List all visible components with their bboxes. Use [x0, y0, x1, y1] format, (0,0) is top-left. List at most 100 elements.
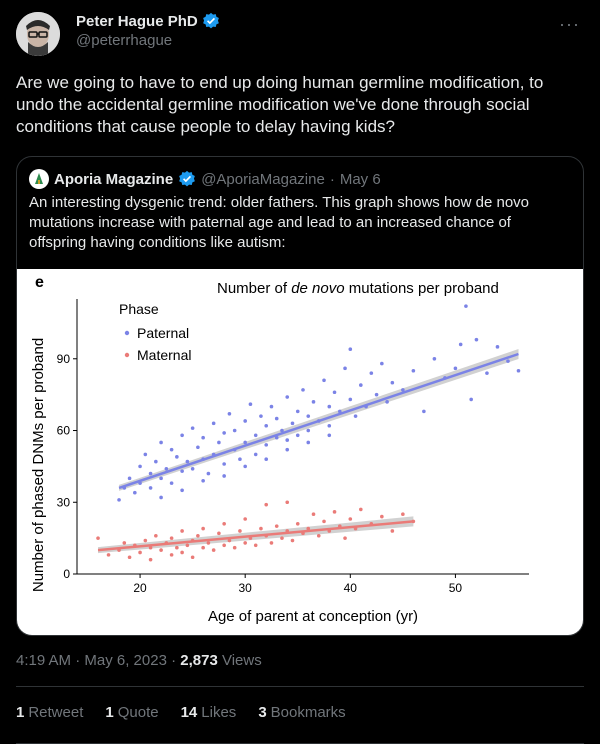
data-point-paternal	[148, 486, 153, 490]
data-point-maternal	[185, 543, 190, 548]
data-point-paternal	[469, 397, 473, 402]
trend-line-paternal	[118, 352, 519, 490]
data-point-paternal	[295, 409, 300, 414]
data-point-maternal	[222, 521, 226, 526]
data-point-maternal	[316, 533, 321, 538]
data-point-maternal	[332, 510, 337, 514]
data-point-paternal	[359, 383, 363, 387]
author-avatar[interactable]	[16, 12, 60, 56]
timestamp-text[interactable]: 4:19 AM · May 6, 2023 ·	[16, 652, 177, 669]
legend-label-paternal: Paternal	[137, 325, 189, 341]
tweet-timestamp[interactable]: 4:19 AM · May 6, 2023 · 2,873 Views	[16, 652, 262, 669]
data-point-maternal	[201, 545, 205, 550]
data-point-paternal	[180, 469, 184, 473]
data-point-paternal	[348, 347, 353, 352]
data-point-maternal	[322, 519, 326, 524]
views-label: Views	[221, 652, 262, 669]
data-point-paternal	[264, 423, 269, 428]
data-point-paternal	[458, 342, 463, 347]
data-point-paternal	[211, 421, 216, 426]
data-point-paternal	[238, 457, 242, 462]
data-point-maternal	[138, 550, 142, 555]
data-point-paternal	[180, 433, 184, 438]
retweets-label[interactable]: Retweet	[28, 704, 84, 721]
y-tick-label: 90	[57, 352, 71, 366]
quoted-author-name[interactable]: Aporia Magazine	[54, 170, 174, 188]
quoted-tweet[interactable]: Aporia Magazine @AporiaMagazine · May 6 …	[16, 156, 584, 636]
data-point-paternal	[185, 459, 190, 464]
quotes-label[interactable]: Quote	[117, 704, 159, 721]
data-point-paternal	[190, 466, 195, 471]
aporia-logo-icon	[31, 171, 47, 187]
data-point-paternal	[227, 411, 232, 416]
author-name-text[interactable]: Peter Hague PhD	[76, 12, 198, 30]
x-tick-label: 50	[449, 581, 463, 595]
data-point-maternal	[359, 507, 363, 512]
x-tick-label: 20	[133, 581, 147, 595]
data-point-maternal	[243, 517, 247, 521]
chart-title-part1: Number of	[217, 280, 291, 297]
x-tick-label: 30	[239, 581, 253, 595]
y-tick-label: 30	[57, 495, 71, 509]
data-point-maternal	[285, 500, 290, 505]
scatter-chart: e Number of de novo mutations per proban…	[30, 274, 529, 625]
data-point-paternal	[243, 419, 247, 423]
data-point-paternal	[374, 392, 379, 397]
quoted-author-avatar[interactable]	[29, 169, 49, 189]
y-axis-label: Number of phased DNMs per proband	[30, 338, 47, 592]
data-point-maternal	[259, 526, 263, 531]
data-point-maternal	[175, 545, 179, 550]
data-point-maternal	[143, 538, 148, 543]
data-point-maternal	[295, 521, 300, 526]
quoted-date[interactable]: May 6	[339, 170, 381, 188]
data-point-paternal	[285, 438, 290, 442]
data-point-paternal	[159, 495, 163, 500]
data-point-maternal	[96, 536, 100, 540]
data-point-paternal	[385, 400, 389, 404]
retweets-stat[interactable]: 1 Retweet	[16, 704, 83, 721]
author-handle[interactable]: @peterrhague	[76, 32, 173, 49]
data-point-maternal	[222, 543, 226, 548]
data-point-paternal	[369, 371, 374, 375]
data-point-paternal	[506, 359, 510, 363]
data-point-maternal	[196, 533, 200, 538]
likes-count[interactable]: 14	[180, 704, 198, 721]
data-point-paternal	[274, 416, 279, 421]
data-point-paternal	[154, 459, 158, 464]
data-point-maternal	[106, 553, 111, 557]
data-point-maternal	[127, 555, 132, 560]
verified-badge-icon	[202, 12, 219, 29]
quotes-stat[interactable]: 1 Quote	[105, 704, 158, 721]
data-point-maternal	[148, 557, 153, 562]
data-point-paternal	[201, 435, 205, 440]
data-point-maternal	[232, 545, 237, 550]
data-point-paternal	[280, 428, 284, 433]
data-point-paternal	[175, 455, 179, 459]
data-point-maternal	[211, 548, 216, 552]
quotes-count[interactable]: 1	[105, 704, 114, 721]
data-point-paternal	[353, 414, 358, 418]
author-name[interactable]: Peter Hague PhD	[76, 12, 220, 30]
data-point-paternal	[290, 421, 295, 426]
data-point-paternal	[343, 366, 347, 371]
bookmarks-stat[interactable]: 3 Bookmarks	[258, 704, 345, 721]
data-point-paternal	[495, 345, 500, 349]
data-point-paternal	[474, 337, 479, 342]
data-point-paternal	[285, 447, 290, 452]
likes-stat[interactable]: 14 Likes	[181, 704, 237, 721]
trend-lines	[97, 352, 519, 552]
retweets-count[interactable]: 1	[16, 704, 25, 721]
data-point-paternal	[206, 471, 211, 476]
likes-label[interactable]: Likes	[201, 704, 237, 721]
data-point-paternal	[285, 395, 290, 399]
data-point-maternal	[148, 545, 153, 550]
bookmarks-label[interactable]: Bookmarks	[270, 704, 346, 721]
quoted-author-handle[interactable]: @AporiaMagazine	[201, 170, 325, 188]
more-options-icon[interactable]: ···	[559, 14, 580, 34]
quoted-tweet-header: Aporia Magazine @AporiaMagazine · May 6	[29, 169, 381, 189]
chart-image[interactable]: e Number of de novo mutations per proban…	[17, 269, 583, 635]
bookmarks-count[interactable]: 3	[258, 704, 267, 721]
data-point-paternal	[164, 466, 169, 471]
data-point-maternal	[269, 541, 274, 545]
